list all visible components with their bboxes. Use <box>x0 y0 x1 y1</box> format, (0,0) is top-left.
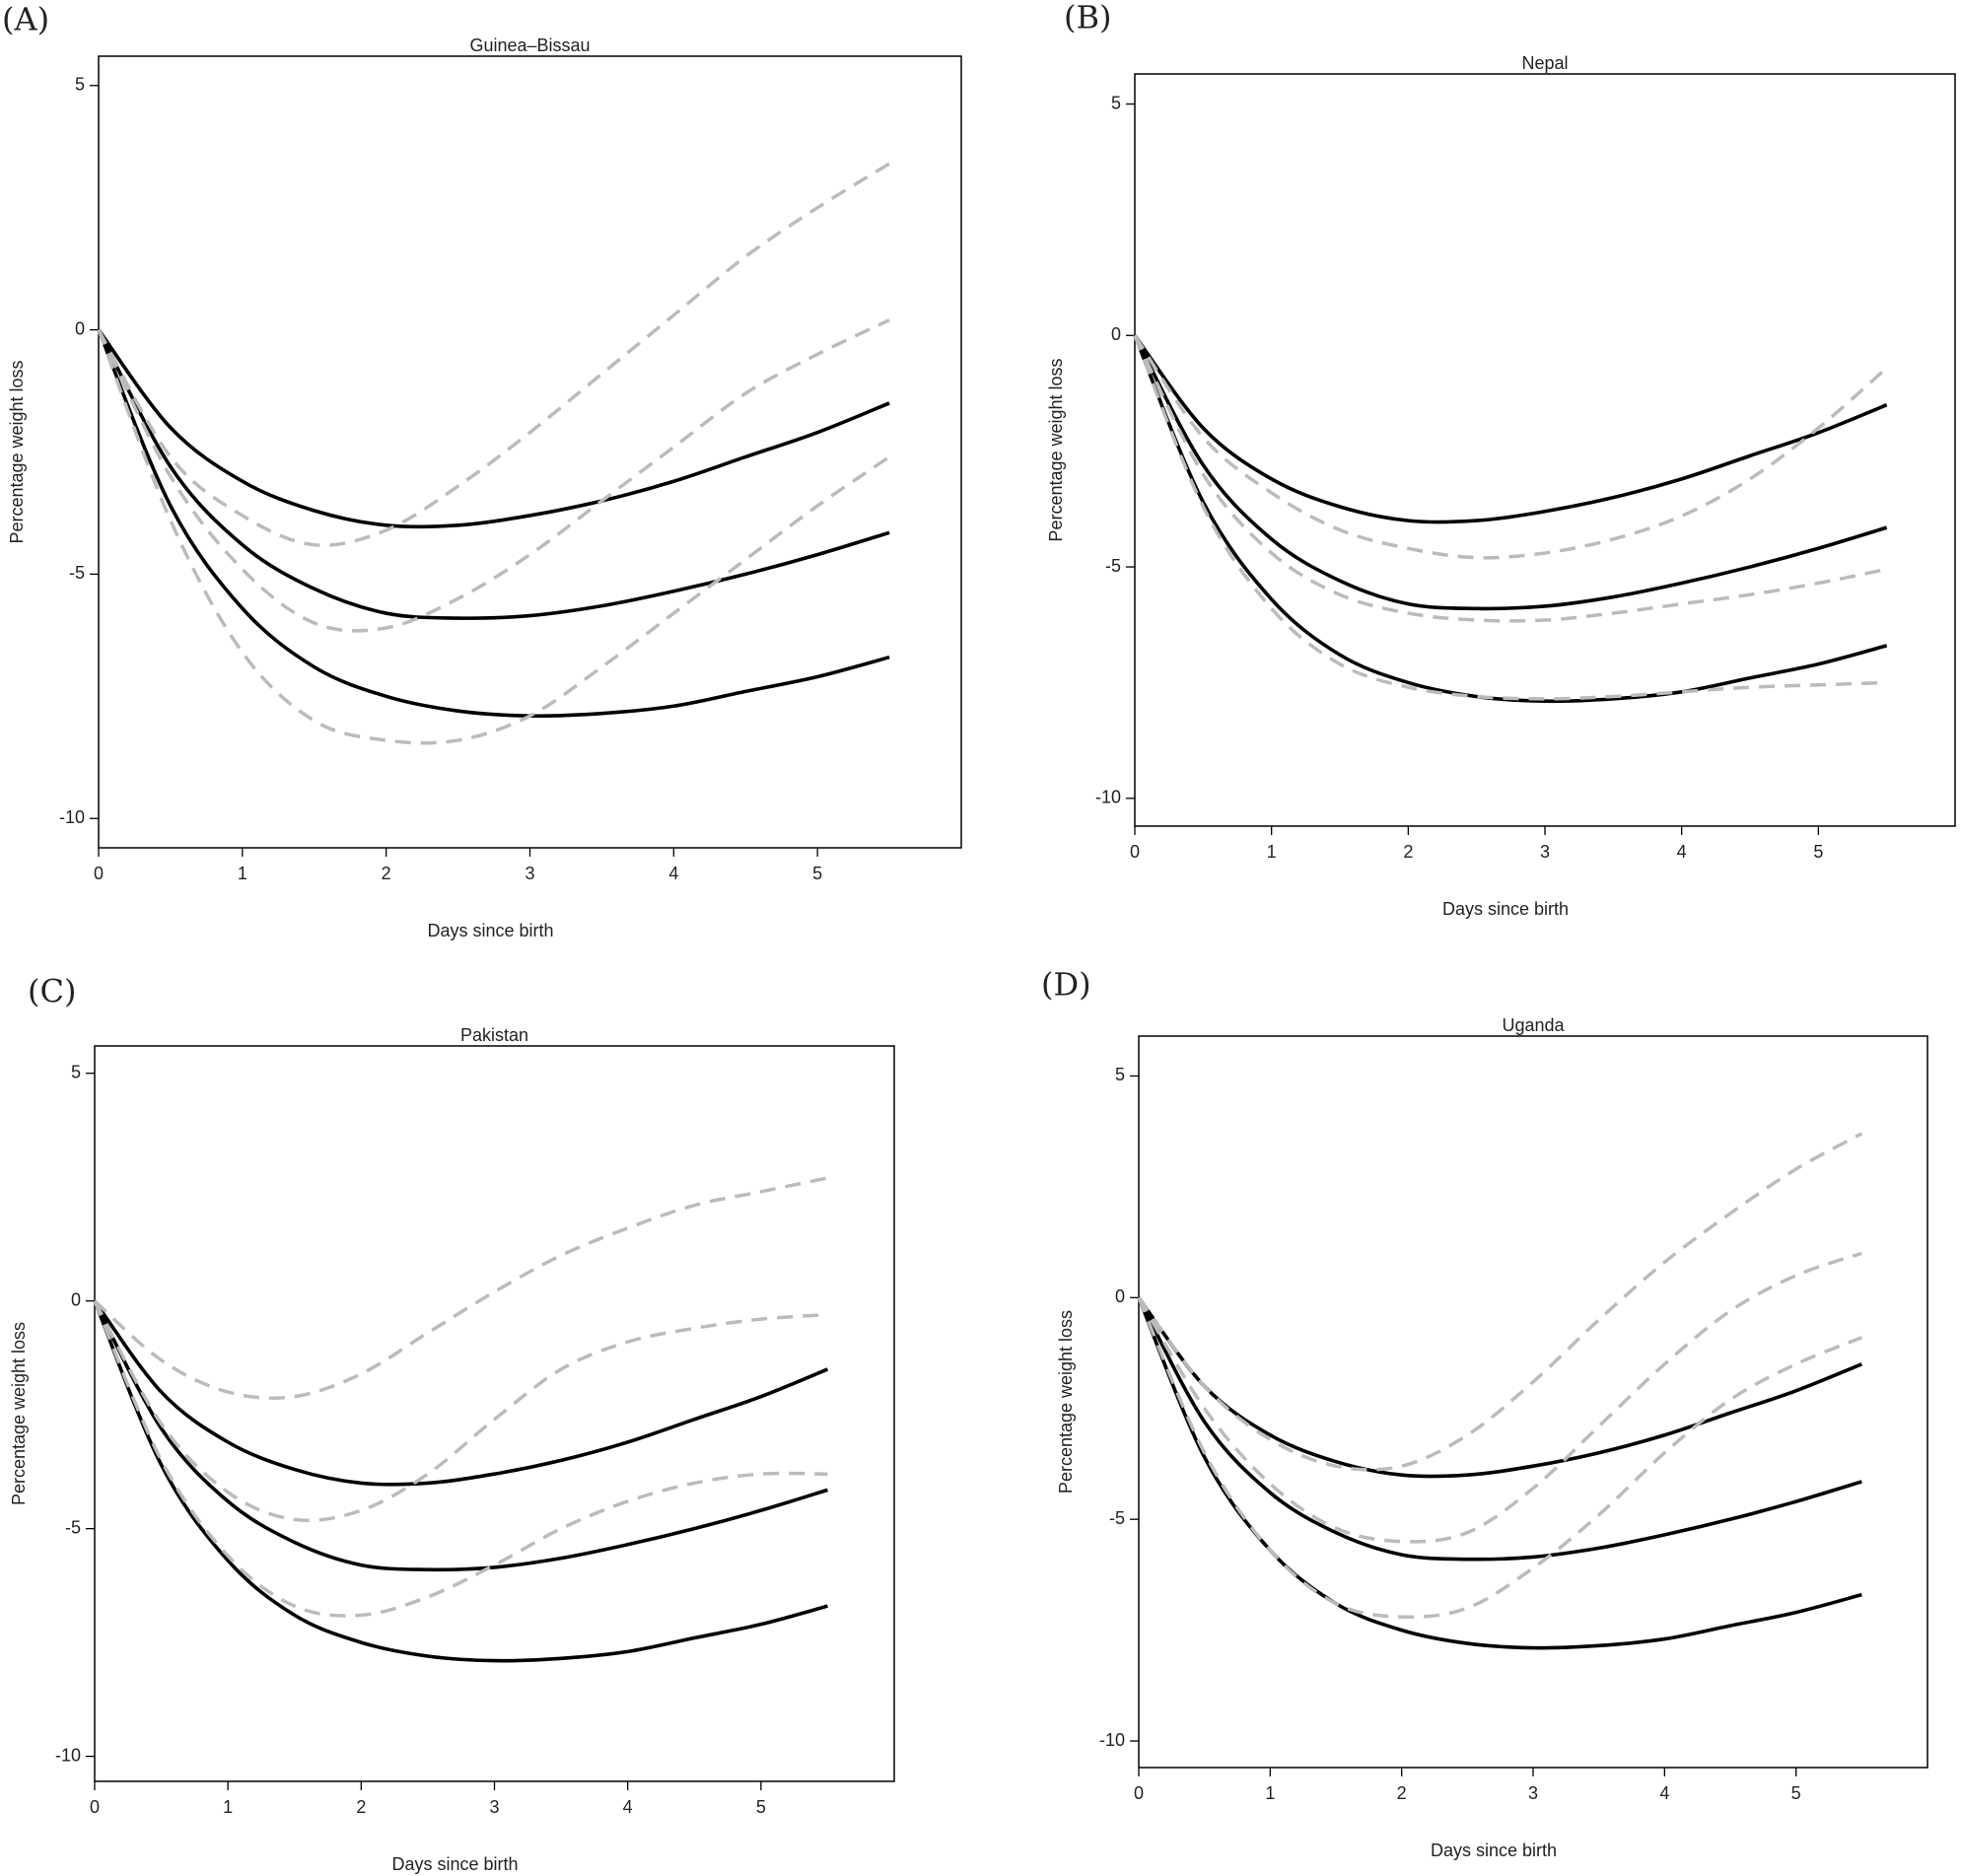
panel-label: (B) <box>1064 0 1111 36</box>
x-tick-label: 2 <box>356 1797 366 1817</box>
x-tick-label: 4 <box>623 1797 633 1817</box>
x-tick-label: 3 <box>525 864 534 883</box>
plot-frame <box>98 55 962 849</box>
solid-curve <box>1137 1296 1862 1650</box>
panel-label: (D) <box>1041 966 1091 1004</box>
x-tick-label: 0 <box>94 864 104 883</box>
x-axis-label: Days since birth <box>427 921 553 940</box>
y-tick-label: -10 <box>59 807 85 827</box>
solid-curve <box>1137 1296 1862 1562</box>
dashed-curve <box>1133 334 1888 623</box>
dashed-curve <box>97 328 891 745</box>
x-tick-label: 1 <box>1267 842 1277 862</box>
y-tick-label: -10 <box>1099 1730 1125 1750</box>
y-axis-label: Percentage weight loss <box>7 360 27 543</box>
x-tick-label: 5 <box>1813 842 1823 862</box>
solid-curve <box>1133 334 1888 611</box>
x-tick-label: 1 <box>1265 1783 1275 1803</box>
dashed-curve <box>1133 334 1887 701</box>
x-tick-label: 5 <box>812 864 822 883</box>
y-tick-label: 5 <box>1111 93 1121 112</box>
solid-curve <box>93 1299 829 1487</box>
x-axis-label: Days since birth <box>391 1854 518 1874</box>
y-tick-label: -5 <box>1109 1508 1125 1528</box>
chart-title: Guinea–Bissau <box>469 35 590 55</box>
y-tick-label: -5 <box>1105 556 1121 576</box>
x-tick-label: 2 <box>1397 1783 1407 1803</box>
y-tick-label: 0 <box>1115 1286 1125 1306</box>
x-tick-label: 3 <box>1540 842 1550 862</box>
dashed-curve <box>1137 1296 1862 1620</box>
y-tick-label: -5 <box>69 563 85 583</box>
x-axis-label: Days since birth <box>1442 899 1569 919</box>
x-tick-label: 1 <box>223 1797 233 1817</box>
solid-curve <box>93 1299 828 1663</box>
solid-curve <box>97 328 890 620</box>
x-tick-label: 0 <box>90 1797 100 1817</box>
solid-curve <box>1133 334 1888 524</box>
x-tick-label: 3 <box>489 1797 499 1817</box>
solid-curve <box>1137 1296 1863 1479</box>
x-tick-label: 4 <box>1677 842 1687 862</box>
x-tick-label: 5 <box>756 1797 766 1817</box>
y-tick-label: 5 <box>75 74 85 94</box>
y-tick-label: 5 <box>71 1062 81 1081</box>
dashed-curve <box>97 162 890 547</box>
y-axis-label: Percentage weight loss <box>1056 1310 1076 1494</box>
dashed-curve <box>1137 1251 1862 1544</box>
solid-curve <box>97 328 890 719</box>
panel-label: (C) <box>28 973 76 1010</box>
solid-curve <box>97 328 890 529</box>
x-tick-label: 5 <box>1791 1783 1801 1803</box>
x-tick-label: 3 <box>1528 1783 1538 1803</box>
plot-frame <box>94 1045 895 1782</box>
dashed-curve <box>93 1299 828 1618</box>
plot-frame <box>1134 73 1956 827</box>
y-tick-label: -10 <box>55 1745 81 1765</box>
y-tick-label: -10 <box>1095 788 1121 807</box>
y-axis-label: Percentage weight loss <box>1046 358 1066 541</box>
y-tick-label: -5 <box>65 1517 81 1537</box>
x-tick-label: 0 <box>1130 842 1140 862</box>
y-tick-label: 5 <box>1115 1065 1125 1084</box>
dashed-curve <box>93 1176 828 1400</box>
y-tick-label: 0 <box>75 318 85 338</box>
x-tick-label: 2 <box>382 864 391 883</box>
x-tick-label: 4 <box>668 864 678 883</box>
y-tick-label: 0 <box>71 1289 81 1309</box>
solid-curve <box>93 1299 828 1572</box>
x-tick-label: 0 <box>1134 1783 1144 1803</box>
dashed-curve <box>97 318 890 633</box>
y-tick-label: 0 <box>1111 324 1121 344</box>
chart-title: Nepal <box>1521 53 1568 73</box>
x-tick-label: 2 <box>1403 842 1413 862</box>
x-tick-label: 1 <box>238 864 247 883</box>
dashed-curve <box>1133 334 1888 560</box>
plot-frame <box>1138 1035 1928 1769</box>
x-tick-label: 4 <box>1659 1783 1669 1803</box>
solid-curve <box>1133 334 1888 704</box>
y-axis-label: Percentage weight loss <box>9 1322 29 1505</box>
chart-title: Uganda <box>1502 1015 1565 1035</box>
chart-title: Pakistan <box>460 1025 528 1045</box>
dashed-curve <box>1137 1132 1863 1472</box>
x-axis-label: Days since birth <box>1431 1841 1557 1860</box>
panel-label: (A) <box>2 1 49 38</box>
